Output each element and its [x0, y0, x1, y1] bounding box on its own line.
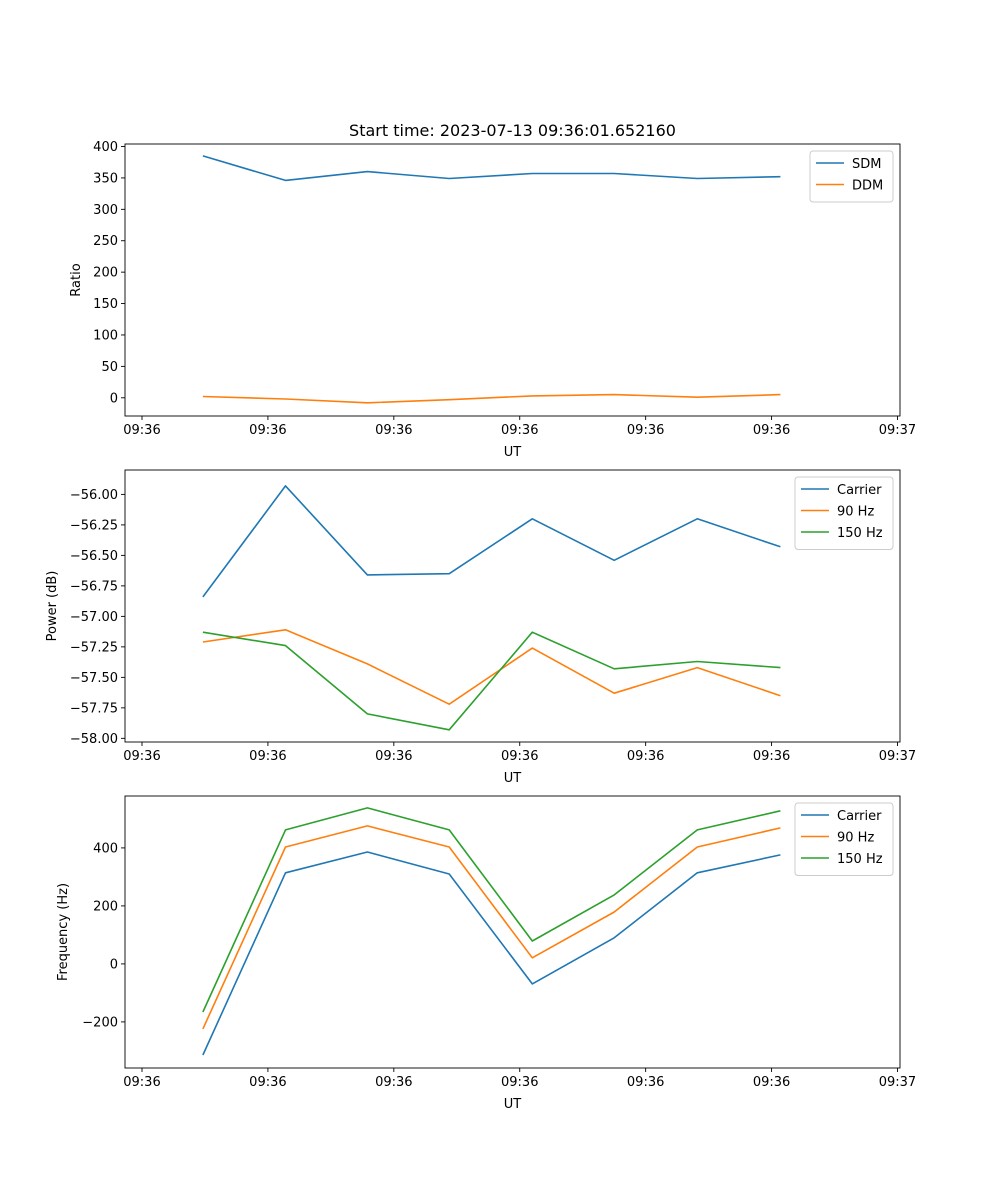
legend-label: 150 Hz	[837, 852, 883, 867]
y-tick-label: 50	[101, 360, 118, 375]
y-tick-label: 200	[93, 899, 118, 914]
x-tick-label: 09:36	[627, 423, 664, 438]
legend: Carrier 90 Hz 150 Hz	[794, 802, 894, 876]
subplot-2: 09:36 09:36 09:36 09:36 09:36 09:36 09:37 −58.0…	[45, 469, 916, 786]
y-tick-label: −56.75	[70, 579, 118, 594]
y-tick-label: −57.25	[70, 640, 118, 655]
x-tick-label: 09:36	[375, 1075, 412, 1090]
y-tick-label: 100	[93, 328, 118, 343]
y-tick-label: 300	[93, 203, 118, 218]
x-axis-label: UT	[504, 771, 522, 786]
x-axis-label: UT	[504, 1097, 522, 1112]
axes-frame	[124, 143, 901, 417]
series-line-sdm	[202, 155, 781, 182]
series-line-90-hz	[202, 825, 781, 1030]
legend-label: SDM	[852, 157, 881, 172]
y-tick-label: −200	[82, 1015, 118, 1030]
axes-frame	[124, 795, 901, 1069]
y-tick-label: 150	[93, 297, 118, 312]
y-tick-label: 400	[93, 140, 118, 155]
x-tick-label: 09:36	[249, 749, 286, 764]
x-tick-label: 09:36	[753, 749, 790, 764]
series-line-carrier	[202, 851, 781, 1056]
x-tick-label: 09:37	[879, 1075, 916, 1090]
x-tick-label: 09:36	[627, 749, 664, 764]
legend-label: Carrier	[837, 483, 882, 498]
y-tick-label: −57.00	[70, 610, 118, 625]
axes-frame	[124, 469, 901, 743]
legend-label: Carrier	[837, 809, 882, 824]
y-tick-label: 0	[110, 957, 118, 972]
y-tick-label: 0	[110, 391, 118, 406]
y-tick-label: 250	[93, 234, 118, 249]
x-tick-label: 09:36	[627, 1075, 664, 1090]
x-tick-label: 09:36	[375, 749, 412, 764]
y-tick-label: −57.50	[70, 671, 118, 686]
y-tick-label: 350	[93, 171, 118, 186]
x-tick-label: 09:37	[879, 423, 916, 438]
subplot-1: 09:36 09:36 09:36 09:36 09:36 09:36 09:37 0 50 10…	[69, 140, 916, 460]
y-tick-label: −56.50	[70, 549, 118, 564]
legend-label: 90 Hz	[837, 505, 874, 520]
x-tick-label: 09:36	[375, 423, 412, 438]
y-axis-label: Power (dB)	[45, 571, 60, 642]
y-tick-label: −56.00	[70, 488, 118, 503]
y-tick-label: −58.00	[70, 732, 118, 747]
y-tick-label: 200	[93, 266, 118, 281]
series-line-150-hz	[202, 807, 781, 1013]
subplot-3: 09:36 09:36 09:36 09:36 09:36 09:36 09:37 −200 0…	[56, 795, 916, 1112]
x-tick-label: 09:37	[879, 749, 916, 764]
legend: SDM DDM	[809, 150, 894, 203]
y-axis-label: Frequency (Hz)	[56, 883, 71, 981]
x-tick-label: 09:36	[753, 1075, 790, 1090]
x-axis-label: UT	[504, 445, 522, 460]
legend-label: DDM	[852, 179, 883, 194]
series-line-90-hz	[202, 628, 781, 706]
series-line-ddm	[202, 393, 781, 404]
series-line-150-hz	[202, 631, 781, 731]
x-tick-label: 09:36	[501, 1075, 538, 1090]
figure-title: Start time: 2023-07-13 09:36:01.652160	[349, 121, 676, 140]
y-tick-label: −57.75	[70, 701, 118, 716]
x-tick-label: 09:36	[501, 749, 538, 764]
x-tick-label: 09:36	[249, 423, 286, 438]
y-tick-label: 400	[93, 841, 118, 856]
legend: Carrier 90 Hz 150 Hz	[794, 476, 894, 550]
legend-label: 150 Hz	[837, 526, 883, 541]
x-tick-label: 09:36	[123, 749, 160, 764]
x-tick-label: 09:36	[249, 1075, 286, 1090]
x-tick-label: 09:36	[501, 423, 538, 438]
series-line-carrier	[202, 485, 781, 598]
x-tick-label: 09:36	[753, 423, 790, 438]
legend-label: 90 Hz	[837, 831, 874, 846]
y-axis-label: Ratio	[69, 263, 84, 296]
y-tick-label: −56.25	[70, 518, 118, 533]
x-tick-label: 09:36	[123, 423, 160, 438]
x-tick-label: 09:36	[123, 1075, 160, 1090]
